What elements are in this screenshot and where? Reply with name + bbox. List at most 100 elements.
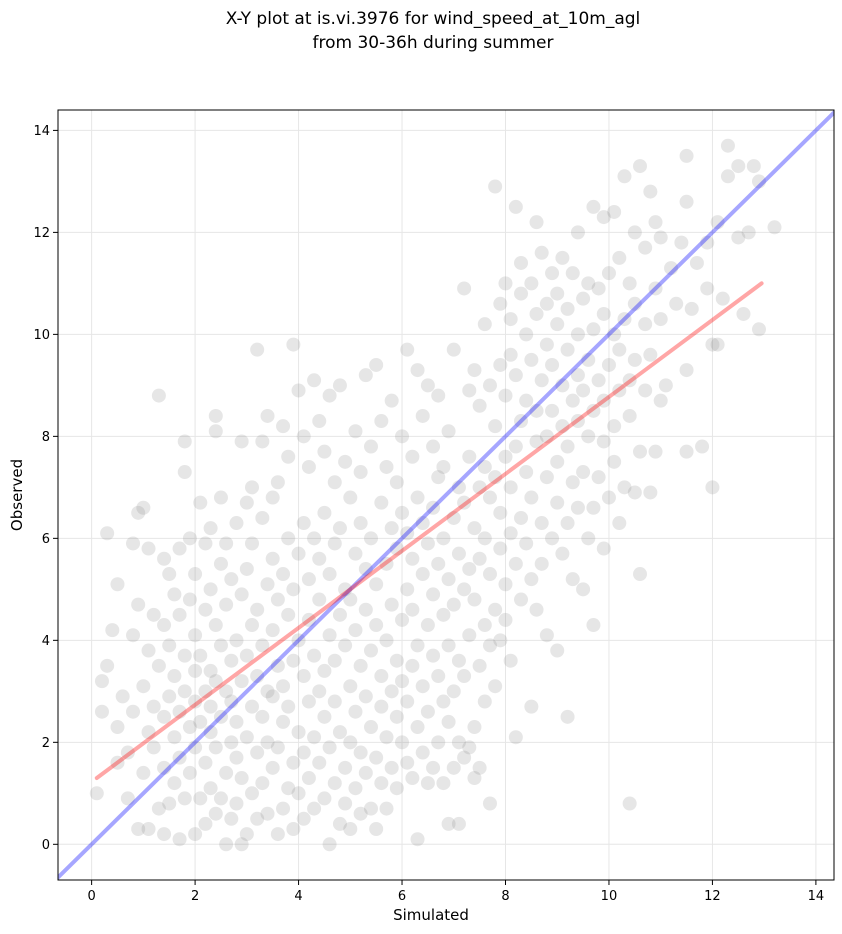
data-point <box>348 546 363 561</box>
data-point <box>203 582 218 597</box>
data-point <box>260 806 275 821</box>
data-point <box>363 643 378 658</box>
data-point <box>94 704 109 719</box>
data-point <box>94 674 109 689</box>
data-point <box>560 301 575 316</box>
y-tick-label: 2 <box>42 736 50 751</box>
data-point <box>379 730 394 745</box>
data-point <box>493 357 508 372</box>
data-point <box>384 393 399 408</box>
data-point <box>177 684 192 699</box>
data-point <box>291 383 306 398</box>
data-point <box>374 776 389 791</box>
x-tick-label: 0 <box>87 889 95 904</box>
data-point <box>276 714 291 729</box>
data-point <box>301 771 316 786</box>
data-point <box>281 607 296 622</box>
data-point <box>296 745 311 760</box>
data-point <box>379 556 394 571</box>
data-point <box>395 612 410 627</box>
data-point <box>162 638 177 653</box>
data-point <box>167 669 182 684</box>
data-point <box>767 220 782 235</box>
data-point <box>250 602 265 617</box>
data-point <box>332 607 347 622</box>
data-point <box>343 490 358 505</box>
data-point <box>172 607 187 622</box>
data-point <box>322 628 337 643</box>
data-point <box>514 414 529 429</box>
data-point <box>477 531 492 546</box>
data-point <box>157 618 172 633</box>
data-point <box>503 480 518 495</box>
data-point <box>265 689 280 704</box>
data-point <box>700 281 715 296</box>
data-point <box>172 704 187 719</box>
data-point <box>110 577 125 592</box>
data-point <box>219 837 234 852</box>
data-point <box>245 480 259 495</box>
data-point <box>286 822 301 837</box>
data-point <box>462 561 477 576</box>
data-point <box>555 419 570 434</box>
data-point <box>400 582 415 597</box>
data-point <box>265 623 280 638</box>
data-point <box>457 669 472 684</box>
data-point <box>322 567 337 582</box>
data-point <box>270 475 285 490</box>
data-point <box>617 312 632 327</box>
data-point <box>405 771 420 786</box>
data-point <box>410 720 425 735</box>
data-point <box>441 572 456 587</box>
data-point <box>296 669 311 684</box>
data-point <box>436 459 451 474</box>
data-point <box>493 541 508 556</box>
data-point <box>270 740 285 755</box>
data-point <box>488 602 503 617</box>
data-point <box>415 567 430 582</box>
data-point <box>420 536 435 551</box>
data-point <box>203 725 218 740</box>
data-point <box>250 342 265 357</box>
data-point <box>301 459 316 474</box>
data-point <box>307 648 322 663</box>
data-point <box>431 556 446 571</box>
data-point <box>395 429 410 444</box>
data-point <box>431 470 446 485</box>
data-point <box>265 760 280 775</box>
data-point <box>638 317 653 332</box>
data-point <box>653 393 668 408</box>
data-point <box>539 337 554 352</box>
data-point <box>519 536 534 551</box>
data-point <box>239 561 254 576</box>
data-point <box>89 786 104 801</box>
data-point <box>524 572 539 587</box>
data-point <box>322 837 337 852</box>
data-point <box>519 393 534 408</box>
data-point <box>317 505 332 520</box>
data-point <box>312 755 327 770</box>
data-point <box>503 653 518 668</box>
data-point <box>710 337 725 352</box>
data-point <box>188 740 203 755</box>
data-point <box>539 628 554 643</box>
data-point <box>198 536 213 551</box>
data-point <box>426 587 441 602</box>
data-point <box>276 419 291 434</box>
chart-subtitle: from 30-36h during summer <box>313 33 554 53</box>
y-tick-label: 10 <box>33 328 50 343</box>
data-point <box>374 414 389 429</box>
data-point <box>120 791 135 806</box>
data-point <box>203 699 218 714</box>
data-point <box>332 725 347 740</box>
data-point <box>431 388 446 403</box>
data-point <box>705 337 720 352</box>
data-point <box>245 618 259 633</box>
data-point <box>415 745 430 760</box>
data-point <box>353 745 368 760</box>
data-point <box>177 791 192 806</box>
data-point <box>545 403 560 418</box>
data-point <box>384 684 399 699</box>
data-point <box>508 730 523 745</box>
data-point <box>477 618 492 633</box>
